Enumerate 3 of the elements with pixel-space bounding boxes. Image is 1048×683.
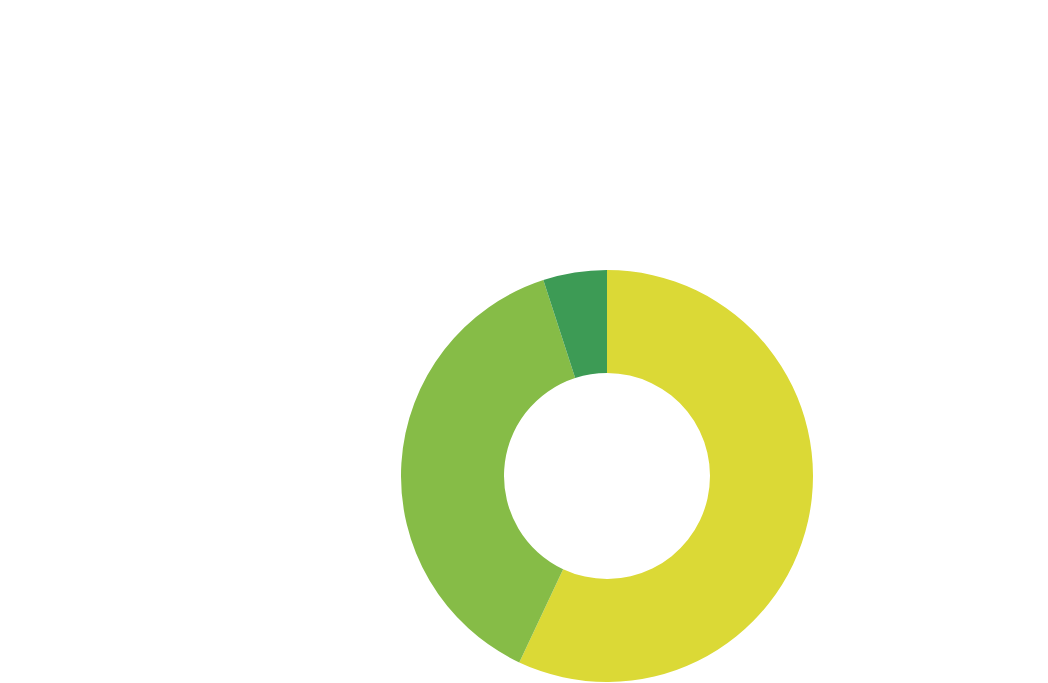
donut-slice bbox=[543, 270, 607, 379]
donut-slice bbox=[401, 280, 576, 663]
donut-slice bbox=[519, 270, 813, 682]
